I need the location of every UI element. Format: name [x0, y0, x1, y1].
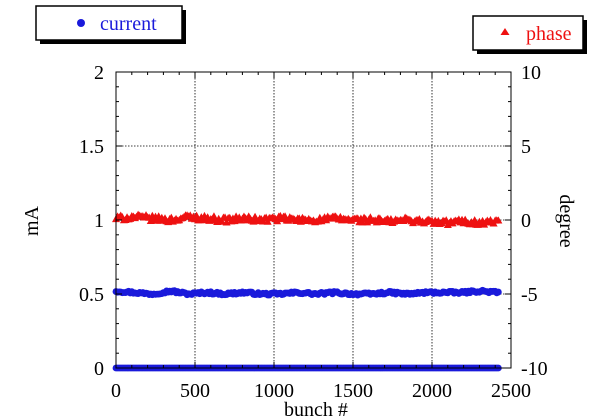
current-point — [494, 288, 502, 296]
legend-current-label: current — [100, 13, 157, 35]
y-tick-label: 1 — [94, 210, 104, 232]
legend-phase-label: phase — [526, 23, 572, 45]
x-tick-label: 500 — [180, 380, 210, 402]
y2-axis-label: degree — [555, 194, 577, 247]
x-tick-label: 1000 — [254, 380, 294, 402]
x-tick-label: 0 — [111, 380, 121, 402]
legend-phase-marker — [500, 28, 510, 35]
y-tick-label: 1.5 — [79, 136, 104, 158]
x-tick-label: 2500 — [491, 380, 531, 402]
y-tick-label: 0.5 — [79, 284, 104, 306]
legend-phase: phase — [472, 15, 587, 54]
series-phase — [112, 210, 503, 229]
y2-tick-label: 5 — [521, 136, 531, 158]
phase-point — [217, 217, 226, 225]
legend-phase-box — [472, 15, 584, 51]
tick-labels: 0 500 1000 1500 2000 2500 0 0.5 1 1.5 2 -10 -5 0 5 10 — [79, 62, 548, 402]
tick-marks — [115, 71, 512, 369]
phase-point — [494, 216, 503, 224]
phase-point — [273, 217, 282, 225]
series-current — [112, 286, 502, 299]
legend-current: current — [35, 5, 186, 44]
y2-tick-label: 10 — [521, 62, 541, 84]
y2-tick-label: -10 — [521, 358, 548, 380]
data-layer — [112, 210, 503, 372]
y2-tick-label: 0 — [521, 210, 531, 232]
y-tick-label: 0 — [94, 358, 104, 380]
y-axis-label: mA — [21, 205, 43, 236]
y2-tick-label: -5 — [521, 284, 538, 306]
x-tick-label: 1500 — [333, 380, 373, 402]
x-tick-label: 2000 — [412, 380, 452, 402]
x-axis-label: bunch # — [284, 399, 348, 420]
series-current — [112, 364, 502, 372]
legend-current-marker — [77, 19, 85, 27]
y-tick-label: 2 — [94, 62, 104, 84]
legend-current-box — [35, 5, 183, 41]
